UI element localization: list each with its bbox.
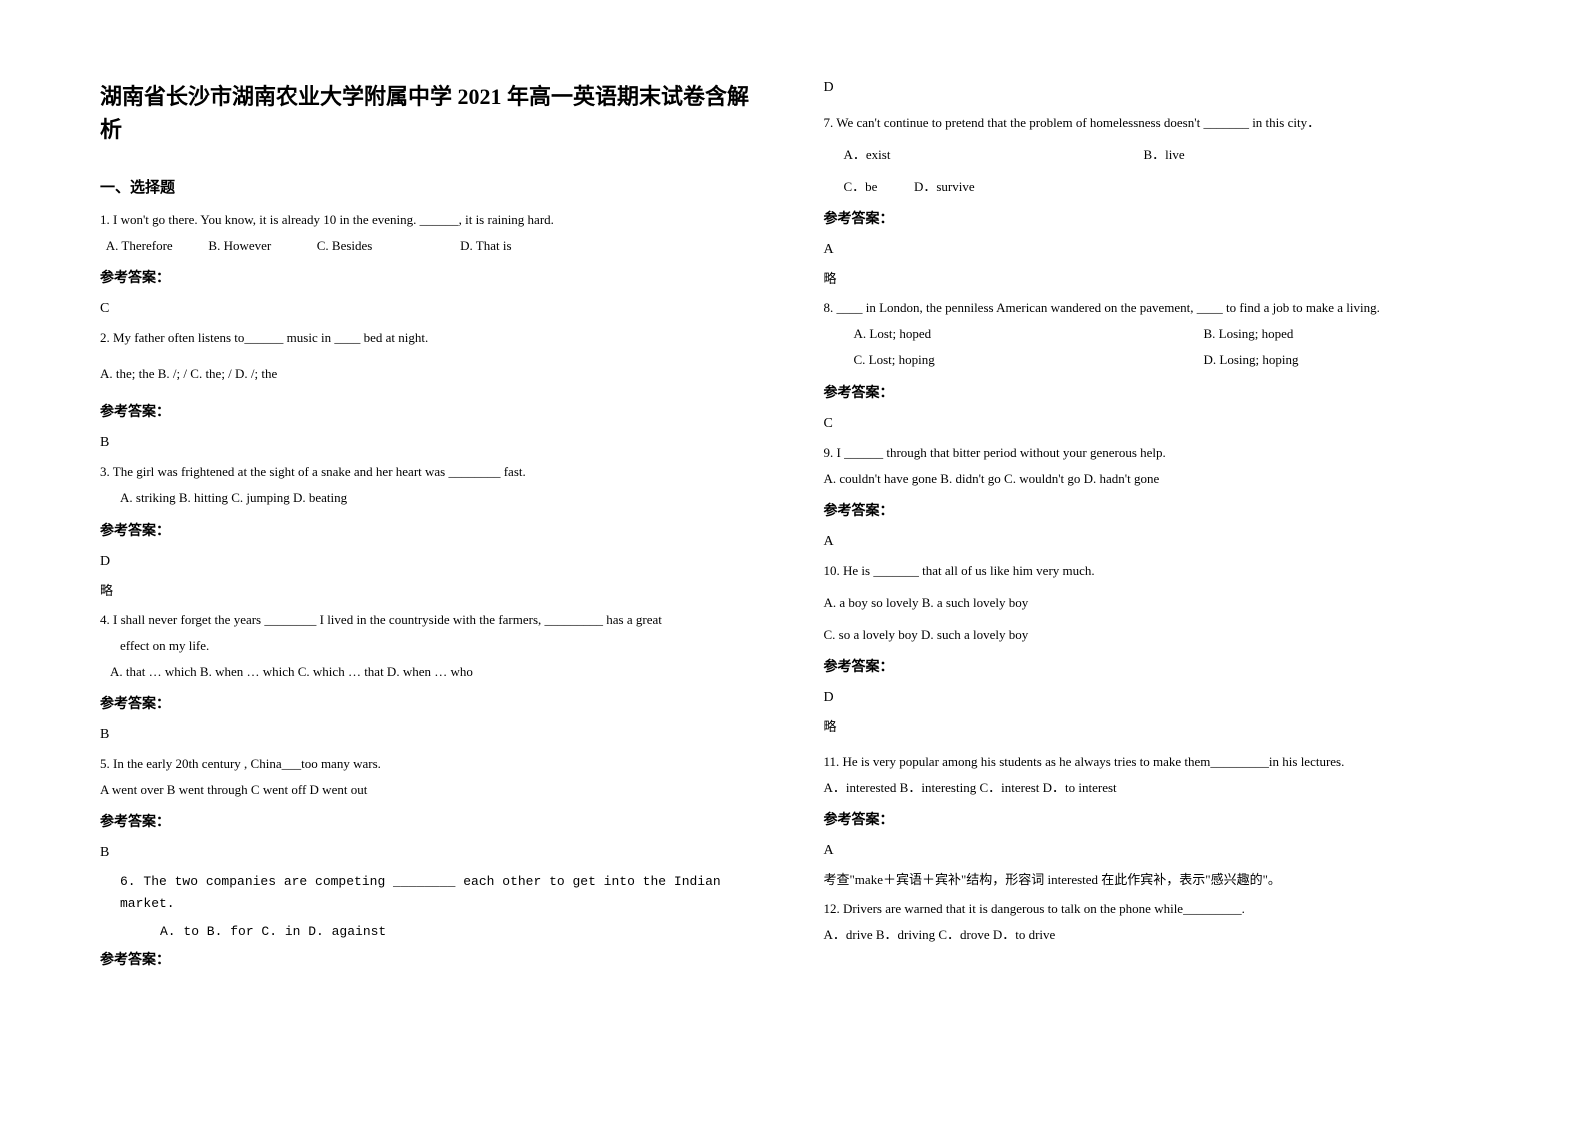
- q3-answer: D: [100, 554, 764, 570]
- q7-optD: D．survive: [914, 179, 975, 194]
- q8-options-row2: C. Lost; hoping D. Losing; hoping: [854, 349, 1488, 371]
- q4-text2: effect on my life.: [120, 635, 764, 657]
- q7-options-row2: C．be D．survive: [844, 176, 1488, 198]
- q3-text: 3. The girl was frightened at the sight …: [100, 461, 764, 483]
- q9-text: 9. I ______ through that bitter period w…: [824, 442, 1488, 464]
- q9-answer-label: 参考答案：: [824, 500, 1488, 520]
- q7-answer: A: [824, 242, 1488, 258]
- q8-options-row1: A. Lost; hoped B. Losing; hoped: [854, 323, 1488, 345]
- q7-optA: A．exist: [844, 144, 1144, 166]
- q4-text: 4. I shall never forget the years ______…: [100, 609, 764, 631]
- q1-options: A. Therefore B. However C. Besides D. Th…: [100, 235, 764, 257]
- section-header: 一、选择题: [100, 176, 764, 197]
- q10-text: 10. He is _______ that all of us like hi…: [824, 560, 1488, 582]
- q7-text: 7. We can't continue to pretend that the…: [824, 112, 1488, 134]
- q1-answer-label: 参考答案：: [100, 267, 764, 287]
- q11-answer: A: [824, 843, 1488, 859]
- right-column: D 7. We can't continue to pretend that t…: [824, 80, 1488, 1042]
- q11-options: A．interested B．interesting C．interest D．…: [824, 777, 1488, 799]
- q3-answer-label: 参考答案：: [100, 520, 764, 540]
- q7-options-row1: A．exist B．live: [844, 144, 1488, 166]
- q6-options: A. to B. for C. in D. against: [160, 921, 764, 943]
- q8-optC: C. Lost; hoping: [854, 349, 1204, 371]
- q8-optA: A. Lost; hoped: [854, 323, 1204, 345]
- q8-optB: B. Losing; hoped: [1204, 323, 1294, 345]
- q12-options: A．drive B．driving C．drove D．to drive: [824, 924, 1488, 946]
- q12-text: 12. Drivers are warned that it is danger…: [824, 898, 1488, 920]
- q4-answer: B: [100, 727, 764, 743]
- q6-text: 6. The two companies are competing _____…: [120, 871, 764, 915]
- q2-answer-label: 参考答案：: [100, 401, 764, 421]
- q2-answer: B: [100, 435, 764, 451]
- q11-note: 考查"make＋宾语＋宾补"结构，形容词 interested 在此作宾补，表示…: [824, 869, 1488, 888]
- q2-options: A. the; the B. /; / C. the; / D. /; the: [100, 363, 764, 385]
- q11-answer-label: 参考答案：: [824, 809, 1488, 829]
- q9-answer: A: [824, 534, 1488, 550]
- q8-text: 8. ____ in London, the penniless America…: [824, 297, 1488, 319]
- q8-optD: D. Losing; hoping: [1204, 349, 1299, 371]
- q3-note: 略: [100, 580, 764, 599]
- q7-note: 略: [824, 268, 1488, 287]
- q7-optC: C．be: [844, 179, 878, 194]
- q10-answer: D: [824, 690, 1488, 706]
- q3-options: A. striking B. hitting C. jumping D. bea…: [120, 487, 764, 509]
- q9-options: A. couldn't have gone B. didn't go C. wo…: [824, 468, 1488, 490]
- q8-answer: C: [824, 416, 1488, 432]
- q1-text: 1. I won't go there. You know, it is alr…: [100, 209, 764, 231]
- q10-options1: A. a boy so lovely B. a such lovely boy: [824, 592, 1488, 614]
- q10-note: 略: [824, 716, 1488, 735]
- exam-title: 湖南省长沙市湖南农业大学附属中学 2021 年高一英语期末试卷含解析: [100, 80, 764, 146]
- q1-answer: C: [100, 301, 764, 317]
- q4-options: A. that … which B. when … which C. which…: [110, 661, 764, 683]
- q10-answer-label: 参考答案：: [824, 656, 1488, 676]
- q4-answer-label: 参考答案：: [100, 693, 764, 713]
- q5-text: 5. In the early 20th century , China___t…: [100, 753, 764, 775]
- q10-options2: C. so a lovely boy D. such a lovely boy: [824, 624, 1488, 646]
- q5-answer: B: [100, 845, 764, 861]
- q2-text: 2. My father often listens to______ musi…: [100, 327, 764, 349]
- q6-answer-label: 参考答案：: [100, 949, 764, 969]
- page-container: 湖南省长沙市湖南农业大学附属中学 2021 年高一英语期末试卷含解析 一、选择题…: [100, 80, 1487, 1042]
- q5-answer-label: 参考答案：: [100, 811, 764, 831]
- q8-answer-label: 参考答案：: [824, 382, 1488, 402]
- left-column: 湖南省长沙市湖南农业大学附属中学 2021 年高一英语期末试卷含解析 一、选择题…: [100, 80, 764, 1042]
- q6-answer: D: [824, 80, 1488, 96]
- q11-text: 11. He is very popular among his student…: [824, 751, 1488, 773]
- q7-optB: B．live: [1144, 144, 1185, 166]
- q7-answer-label: 参考答案：: [824, 208, 1488, 228]
- q5-options: A went over B went through C went off D …: [100, 779, 764, 801]
